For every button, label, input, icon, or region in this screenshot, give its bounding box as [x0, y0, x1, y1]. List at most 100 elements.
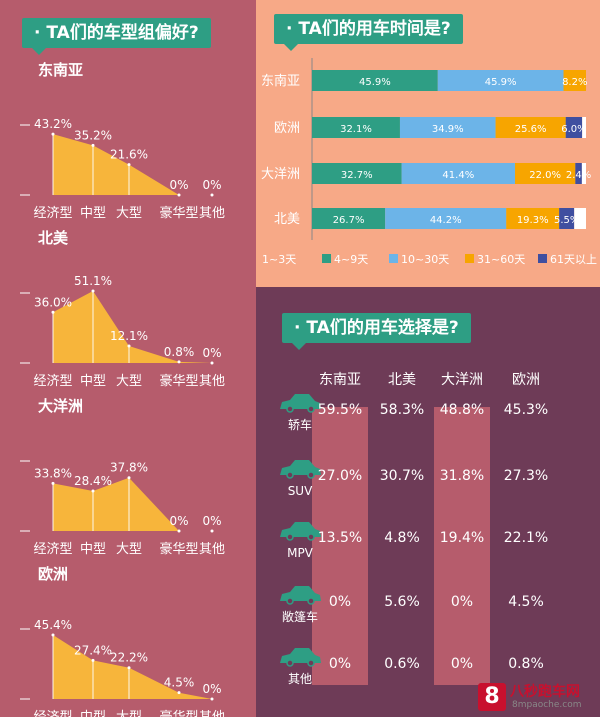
duration-category-label: 欧洲 [274, 121, 300, 136]
region-header: 东南亚 [319, 372, 361, 388]
region-3-value-label: 45.4% [34, 618, 72, 632]
region-1-value-label: 0% [202, 346, 221, 360]
sedan-icon [280, 394, 321, 413]
region-2-category-label: 经济型 [33, 542, 72, 557]
region-0-title: 东南亚 [38, 61, 83, 79]
duration-legend-label: 31~60天 [477, 253, 525, 266]
duration-bar-segment [515, 163, 576, 184]
rental-duration-panel: · TA们的用车时间是? 东南亚 45.9% 45.9% 8.2% 欧洲 32.1% 34.… [256, 0, 600, 287]
region-0-category-label: 大型 [116, 206, 142, 221]
mpv-icon-wheel [307, 533, 315, 541]
region-header: 欧洲 [512, 372, 540, 388]
duration-segment-label: 32.1% [340, 124, 372, 135]
region-2-point [51, 481, 55, 485]
convertible-icon-body [280, 586, 321, 601]
duration-segment-label: 5.5% [554, 215, 579, 226]
car-segment-header: · TA们的车型组偏好? [22, 18, 211, 55]
region-3-category-label: 其他 [199, 710, 225, 717]
car-choice-value: 4.8% [384, 530, 420, 546]
sedan-icon-wheel [286, 405, 294, 413]
car-choice-value: 45.3% [504, 402, 548, 418]
region-0-point [51, 132, 55, 136]
duration-legend-swatch [322, 254, 331, 263]
region-1-point [51, 310, 55, 314]
region-1-category-label: 其他 [199, 374, 225, 389]
car-choice-value: 27.0% [318, 468, 362, 484]
region-0-category-label: 豪华型 [159, 205, 198, 221]
duration-segment-label: 45.9% [359, 77, 391, 88]
region-2-title: 大洋洲 [38, 397, 83, 415]
region-1-point [210, 361, 214, 365]
duration-legend-label: 4~9天 [334, 253, 368, 266]
duration-legend-swatch [538, 254, 547, 263]
car-choice-value: 13.5% [318, 530, 362, 546]
region-1-category-label: 中型 [80, 374, 106, 389]
duration-segment-label: 32.7% [341, 170, 373, 181]
region-1-value-label: 51.1% [74, 274, 112, 288]
car-choice-value: 30.7% [380, 468, 424, 484]
car-choice-value: 48.8% [440, 402, 484, 418]
duration-bar-segment [312, 208, 386, 229]
duration-segment-label: 22.0% [529, 170, 561, 181]
region-0-category-label: 经济型 [33, 206, 72, 221]
car-type-label: 其他 [288, 672, 312, 686]
car-choice-value: 0.6% [384, 656, 420, 672]
duration-bar-segment [559, 208, 575, 229]
region-2-category-label: 豪华型 [159, 541, 198, 557]
car-other-icon-body [280, 648, 321, 663]
region-0-value-label: 35.2% [74, 128, 112, 142]
mpv-icon [280, 522, 321, 541]
duration-segment-label: 45.9% [485, 77, 517, 88]
car-other-icon-wheel [286, 659, 294, 667]
car-choice-value: 58.3% [380, 402, 424, 418]
duration-segment-label: 2.4% [566, 170, 591, 181]
region-3-title: 欧洲 [38, 565, 68, 583]
duration-bar-segment [385, 208, 507, 229]
duration-legend-swatch [389, 254, 398, 263]
car-choice-value: 59.5% [318, 402, 362, 418]
watermark-logo-icon: 8 [478, 683, 506, 711]
region-2-value-label: 28.4% [74, 474, 112, 488]
duration-segment-label: 8.2% [562, 77, 587, 88]
region-0-point [91, 143, 95, 147]
sedan-icon-body [280, 394, 321, 409]
car-other-icon-wheel [307, 659, 315, 667]
region-2-point [210, 529, 214, 533]
duration-segment-label: 44.2% [430, 215, 462, 226]
region-2-point [127, 476, 131, 480]
watermark: 8 八秒跑车网 8mpaoche.com [478, 681, 596, 715]
region-1-value-label: 0.8% [164, 345, 195, 359]
car-choice-value: 27.3% [504, 468, 548, 484]
region-3-category-label: 经济型 [33, 710, 72, 717]
car-choice-title: TA们的用车选择是? [306, 318, 459, 338]
region-column-band [312, 407, 368, 685]
duration-category-label: 东南亚 [261, 73, 300, 89]
duration-legend-label: 61天以上 [550, 253, 597, 266]
car-other-icon [280, 648, 321, 667]
region-1-category-label: 大型 [116, 374, 142, 389]
watermark-name: 八秒跑车网 [510, 684, 580, 700]
duration-category-label: 大洋洲 [261, 167, 300, 182]
region-1-value-label: 36.0% [34, 295, 72, 309]
car-choice-value: 22.1% [504, 530, 548, 546]
car-choice-value: 0% [329, 656, 351, 672]
duration-segment-label: 25.6% [515, 124, 547, 135]
region-0-value-label: 43.2% [34, 117, 72, 131]
region-3-value-label: 0% [202, 682, 221, 696]
region-1-value-label: 12.1% [110, 329, 148, 343]
car-choice-value: 4.5% [508, 594, 544, 610]
duration-segment-label: 6.0% [561, 124, 586, 135]
region-2-value-label: 33.8% [34, 466, 72, 480]
duration-legend-swatch [465, 254, 474, 263]
car-choice-value: 5.6% [384, 594, 420, 610]
region-3-category-label: 大型 [116, 710, 142, 717]
duration-bar-segment [401, 163, 516, 184]
convertible-icon-wheel [307, 597, 315, 605]
region-2-category-label: 其他 [199, 542, 225, 557]
car-type-label: 轿车 [288, 417, 312, 432]
car-type-label: MPV [287, 546, 314, 560]
sedan-icon-wheel [307, 405, 315, 413]
suv-icon [280, 460, 321, 479]
